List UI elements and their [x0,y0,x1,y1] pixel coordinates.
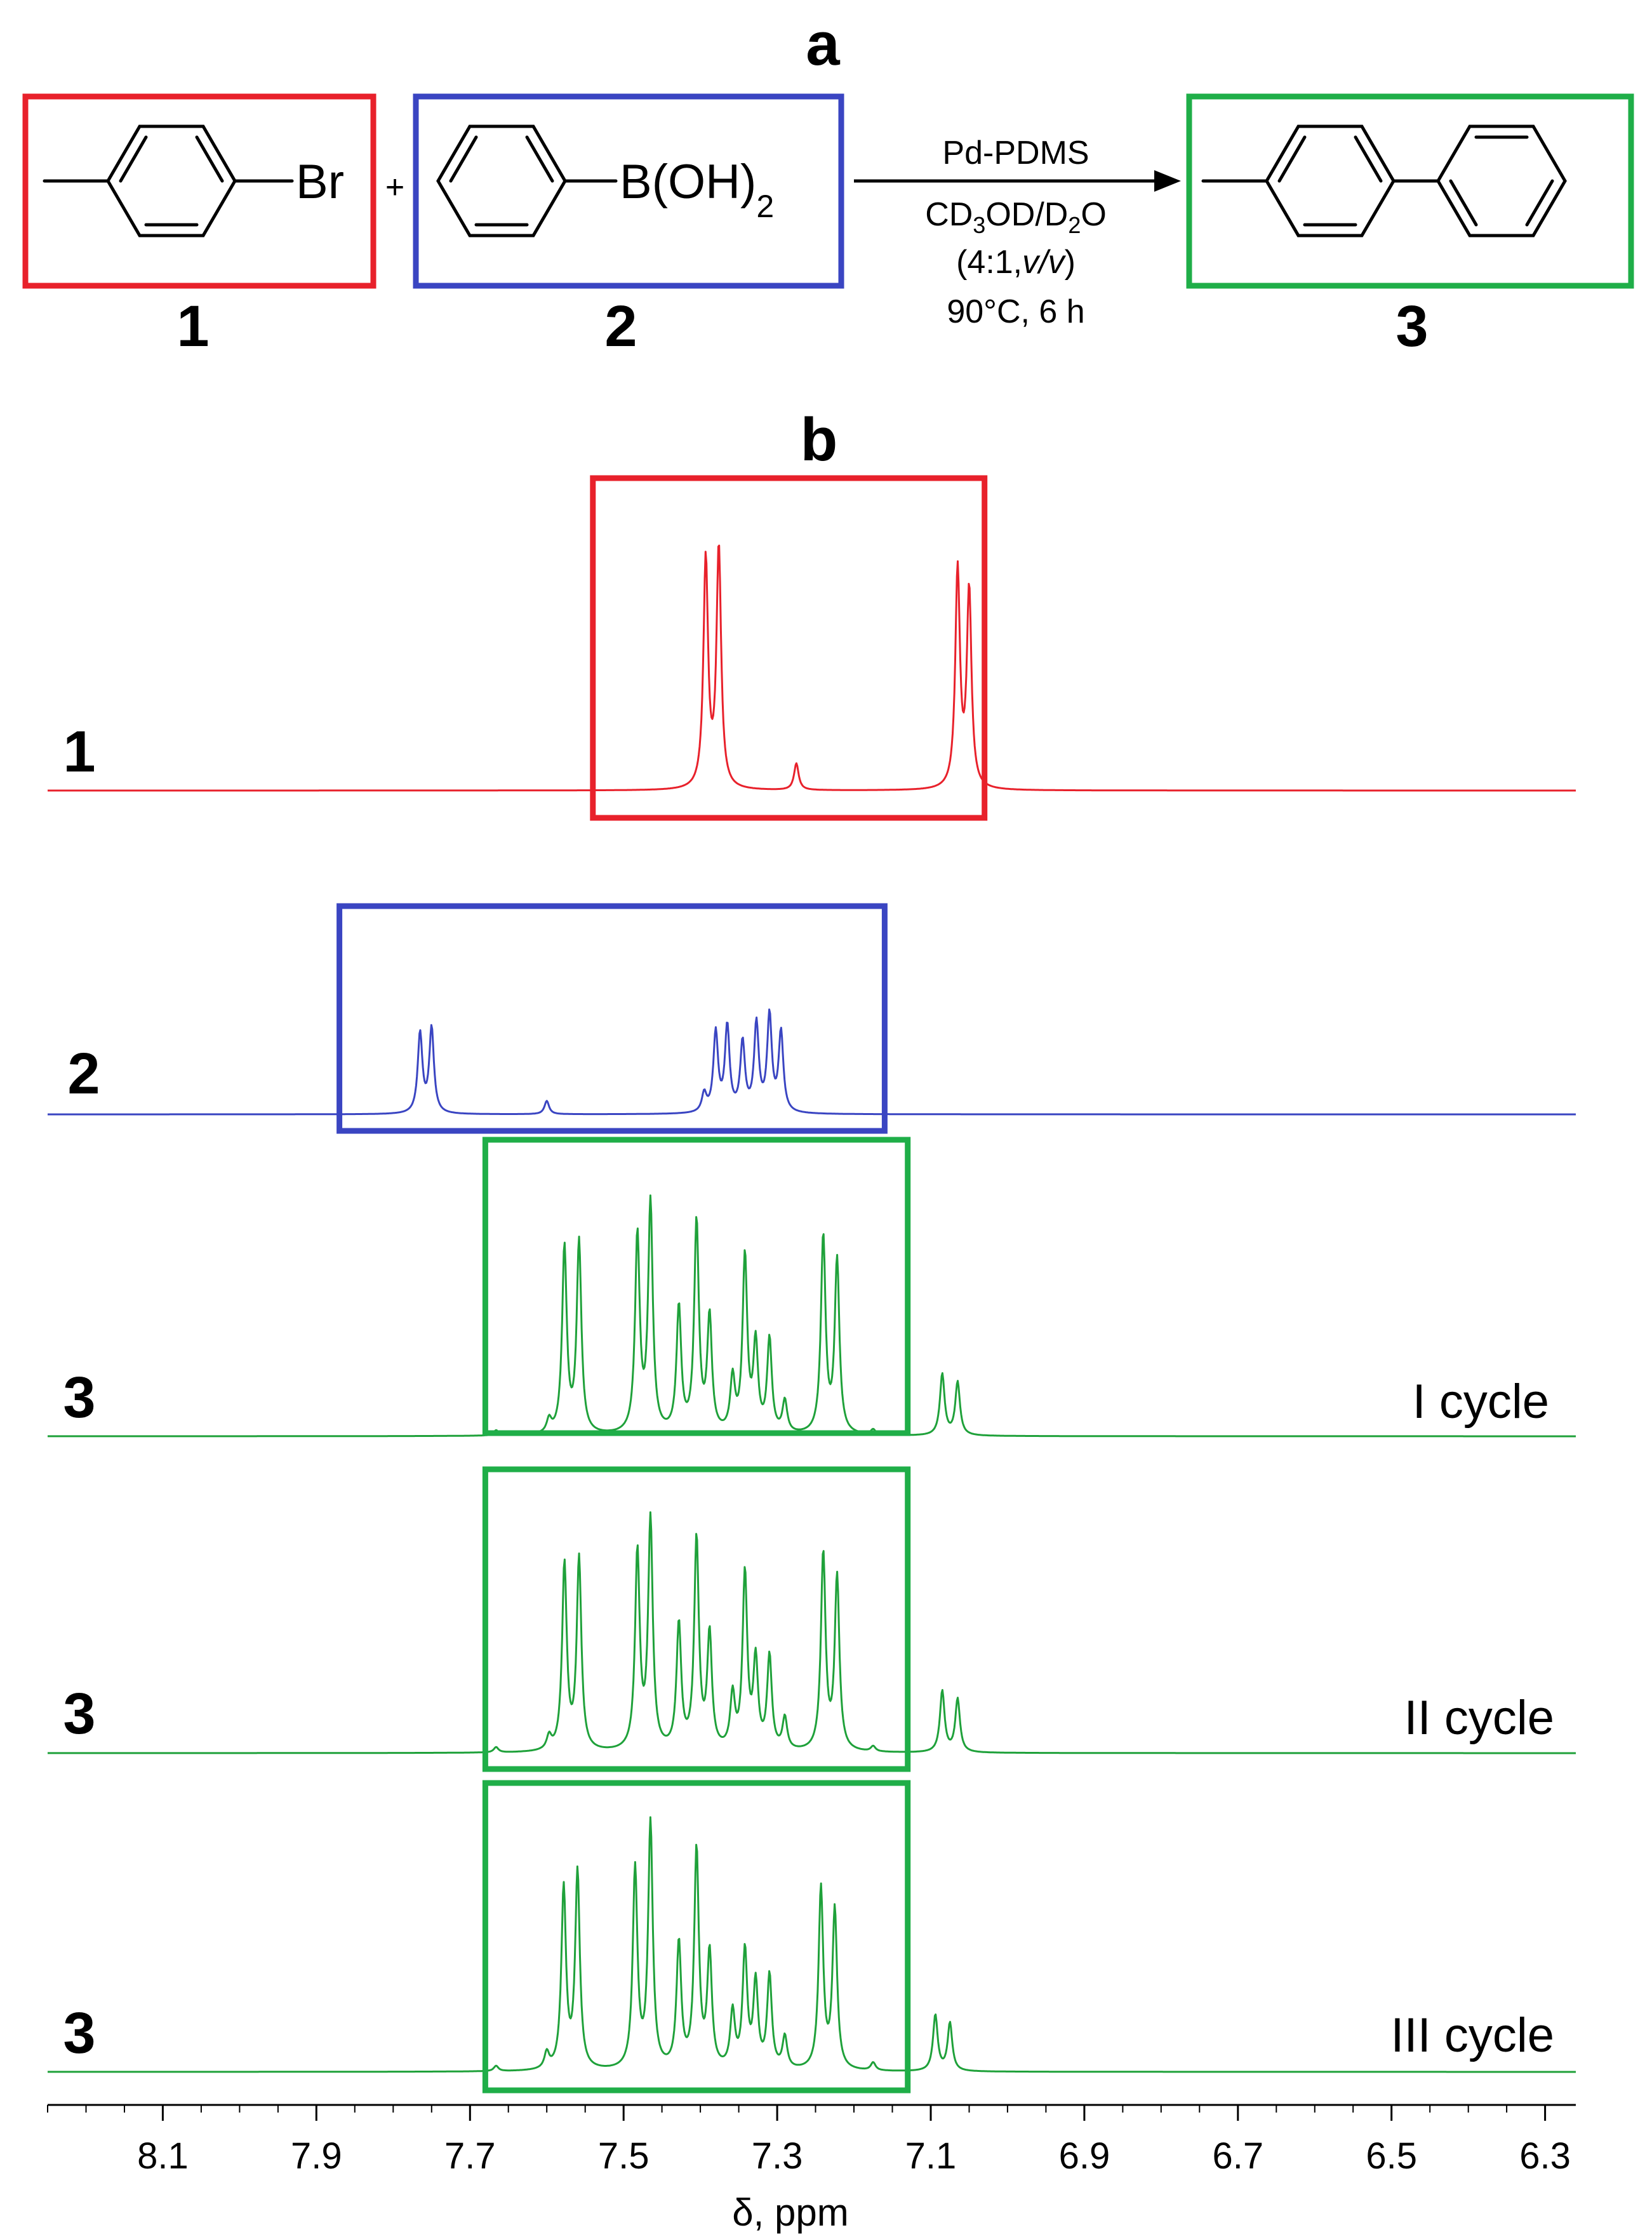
peak-region-box [336,903,888,1134]
compound-1-box [22,93,376,289]
compound-3-box [1186,93,1634,289]
x-ticks [47,2105,1547,2121]
solvent-label: CD3OD/D2O [925,196,1107,238]
boronic-acid-label: B(OH)2 [620,155,774,224]
peak-region-box [482,1137,911,1436]
spectrum-trace [47,1194,1576,1438]
x-tick-label: 6.7 [1212,2135,1263,2177]
plus-sign: + [385,169,404,206]
cycle-annotation: III cycle [1390,2008,1554,2062]
panel-b-letter: b [801,406,838,474]
spectrum-3-cycle-1: 3 I cycle [47,1137,1576,1438]
compound-1-label: 1 [177,294,209,359]
x-tick-label: 8.1 [137,2135,189,2177]
peak-region-box [482,1780,911,2093]
spectrum-compound-label: 3 [63,1681,95,1746]
x-tick-labels: 8.1 7.9 7.7 7.5 7.3 7.1 6.9 6.7 6.5 6.3 [137,2135,1571,2177]
spectrum-trace [47,1008,1576,1116]
x-tick-label: 7.7 [444,2135,496,2177]
spectrum-trace [47,1816,1576,2073]
spectrum-compound-label: 2 [67,1041,100,1106]
compound-1-structure: Br [43,124,344,237]
x-tick-label: 6.5 [1366,2135,1417,2177]
x-tick-label: 7.9 [291,2135,342,2177]
reaction-arrow [854,170,1181,192]
temperature-time-label: 90°C, 6 h [947,293,1084,330]
spectrum-compound-label: 1 [63,719,95,784]
spectrum-compound-label: 3 [63,2001,95,2066]
spectrum-3-cycle-2: 3 II cycle [47,1466,1576,1772]
x-tick-label: 7.5 [598,2135,649,2177]
catalyst-label: Pd-PDMS [942,135,1089,171]
spectrum-1: 1 [47,475,1576,821]
benzene-ring [1436,124,1567,237]
x-tick-label: 6.9 [1059,2135,1110,2177]
panel-a-letter: a [806,10,840,78]
x-axis-title: δ, ppm [732,2191,848,2234]
x-tick-label: 7.3 [752,2135,803,2177]
x-tick-label: 6.3 [1519,2135,1571,2177]
peak-region-box [590,475,988,821]
spectrum-3-cycle-3: 3 III cycle [47,1780,1576,2093]
spectrum-trace [47,544,1576,792]
peak-region-box [482,1466,911,1772]
cycle-annotation: I cycle [1413,1375,1549,1429]
benzene-ring [436,124,567,237]
compound-2-box [413,93,844,289]
spectrum-2: 2 [47,903,1576,1134]
arrow-head [1154,170,1181,192]
compound-2-structure: B(OH)2 [436,124,774,237]
bromo-label: Br [296,155,344,209]
x-tick-label: 7.1 [905,2135,957,2177]
spectrum-trace [47,1511,1576,1754]
compound-3-label: 3 [1396,294,1428,359]
spectrum-compound-label: 3 [63,1365,95,1430]
benzene-ring [106,124,237,237]
compound-3-structure [1201,124,1567,237]
benzene-ring [1265,124,1396,237]
x-axis: 8.1 7.9 7.7 7.5 7.3 7.1 6.9 6.7 6.5 6.3 [47,2104,1576,2177]
cycle-annotation: II cycle [1404,1691,1555,1745]
compound-2-label: 2 [604,294,637,359]
ratio-label: (4:1,v/v) [956,244,1076,281]
